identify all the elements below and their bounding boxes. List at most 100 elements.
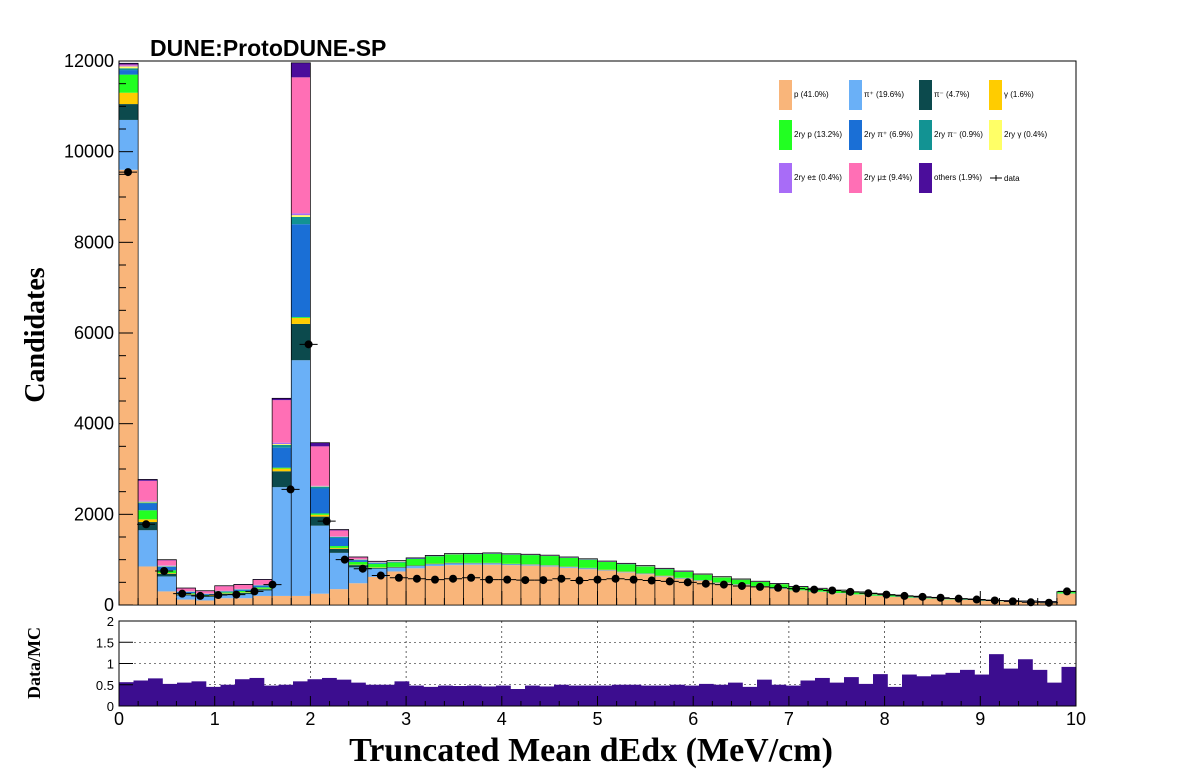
histogram-bar-9-4 bbox=[195, 591, 215, 594]
histogram-bar-1-3 bbox=[176, 595, 196, 600]
histogram-bar-1-18 bbox=[463, 563, 483, 565]
histogram-bar-5-9 bbox=[291, 224, 311, 318]
histogram-bar-4-9 bbox=[291, 317, 311, 319]
histogram-bar-4-12 bbox=[348, 561, 368, 565]
histogram-bar-4-0 bbox=[119, 74, 139, 93]
data-point bbox=[846, 587, 855, 596]
histogram-bar-0-21 bbox=[520, 565, 541, 605]
histogram-bar-0-6 bbox=[233, 598, 253, 605]
data-point bbox=[954, 594, 963, 603]
data-point bbox=[810, 585, 819, 594]
ratio-bar bbox=[249, 677, 265, 706]
histogram-bar-9-0 bbox=[119, 64, 139, 66]
data-point bbox=[232, 590, 241, 599]
histogram-bar-9-2 bbox=[157, 560, 177, 566]
histogram-bar-4-32 bbox=[731, 579, 751, 585]
histogram-bar-4-31 bbox=[712, 577, 732, 583]
stacked-histogram bbox=[118, 62, 1077, 606]
x-tick-label: 9 bbox=[975, 709, 985, 729]
ratio-bar bbox=[191, 681, 207, 706]
histogram-bar-1-7 bbox=[252, 590, 273, 596]
ratio-y-tick-label: 1.5 bbox=[96, 635, 114, 650]
ratio-bar bbox=[786, 685, 801, 706]
histogram-bar-1-14 bbox=[386, 567, 407, 572]
histogram-bar-0-49 bbox=[1056, 593, 1076, 605]
histogram-bar-1-0 bbox=[119, 119, 139, 170]
histogram-bar-9-7 bbox=[252, 579, 273, 585]
data-point bbox=[142, 520, 151, 529]
data-point bbox=[647, 576, 656, 585]
x-tick-label: 4 bbox=[497, 709, 507, 729]
ratio-bar bbox=[365, 684, 381, 706]
ratio-bar bbox=[931, 674, 946, 706]
histogram-bar-0-43 bbox=[942, 599, 962, 605]
x-tick-label: 8 bbox=[880, 709, 890, 729]
data-point bbox=[593, 575, 602, 584]
ratio-bar bbox=[728, 682, 743, 706]
legend-label: p (41.0%) bbox=[794, 90, 829, 99]
data-point bbox=[756, 582, 765, 591]
data-point bbox=[485, 575, 494, 584]
legend-swatch bbox=[779, 120, 792, 150]
ratio-bar bbox=[670, 684, 685, 706]
histogram-bar-9-10 bbox=[310, 446, 330, 486]
histogram-bar-0-10 bbox=[310, 593, 330, 605]
ratio-bar bbox=[960, 669, 975, 706]
histogram-bar-0-3 bbox=[176, 599, 196, 605]
y-tick-label: 10000 bbox=[64, 142, 114, 162]
histogram-bar-1-17 bbox=[444, 563, 464, 566]
data-point bbox=[1062, 587, 1071, 596]
legend-label: 2ry γ (0.4%) bbox=[1004, 130, 1047, 139]
data-point bbox=[719, 580, 728, 589]
histogram-bar-0-11 bbox=[329, 589, 349, 605]
y-tick-label: 8000 bbox=[74, 232, 114, 252]
histogram-bar-0-38 bbox=[846, 594, 866, 605]
histogram-bar-0-2 bbox=[157, 591, 177, 605]
histogram-bar-2-14 bbox=[386, 567, 407, 568]
histogram-bar-9-3 bbox=[176, 588, 196, 592]
data-point bbox=[376, 571, 385, 580]
histogram-bar-5-11 bbox=[329, 537, 349, 547]
legend-swatch bbox=[919, 163, 932, 193]
ratio-bar bbox=[568, 685, 584, 706]
legend-label: π⁺ (19.6%) bbox=[864, 90, 904, 99]
data-point bbox=[1008, 597, 1017, 606]
histogram-bar-4-41 bbox=[903, 596, 923, 598]
x-tick-label: 7 bbox=[784, 709, 794, 729]
histogram-bar-4-28 bbox=[654, 569, 675, 576]
histogram-bar-0-15 bbox=[406, 568, 426, 605]
histogram-bar-10-10 bbox=[310, 442, 330, 447]
histogram-bar-4-23 bbox=[559, 557, 579, 567]
histogram-bar-0-19 bbox=[482, 564, 502, 605]
histogram-bar-5-12 bbox=[348, 560, 368, 562]
histogram-bar-5-6 bbox=[233, 589, 253, 591]
histogram-bar-9-11 bbox=[329, 530, 349, 537]
ratio-bar bbox=[496, 685, 511, 706]
ratio-bar bbox=[713, 684, 729, 706]
ratio-plot-area: 0 0.5 1 1.5 2 0 1 2 3 4 5 6 7 8 9 10 bbox=[96, 614, 1086, 729]
ratio-bar bbox=[148, 678, 163, 706]
legend-swatch bbox=[919, 120, 932, 150]
histogram-bar-3-9 bbox=[291, 318, 311, 324]
histogram-bar-1-2 bbox=[157, 576, 177, 592]
ratio-bar bbox=[336, 679, 352, 706]
histogram-bar-4-39 bbox=[865, 594, 885, 596]
ratio-x-axis-ticks: 0 1 2 3 4 5 6 7 8 9 10 bbox=[114, 696, 1086, 729]
ratio-y-tick-label: 0.5 bbox=[96, 678, 114, 693]
ratio-bar bbox=[583, 685, 598, 706]
histogram-bar-0-23 bbox=[559, 567, 579, 605]
histogram-bar-5-8 bbox=[272, 447, 292, 468]
ratio-bar bbox=[902, 674, 917, 706]
histogram-bar-1-1 bbox=[138, 530, 158, 567]
ratio-bar bbox=[597, 685, 613, 706]
histogram-bar-2-7 bbox=[252, 589, 273, 591]
histogram-bar-4-10 bbox=[310, 513, 330, 515]
histogram-bar-0-16 bbox=[425, 566, 445, 605]
histogram-bar-6-8 bbox=[272, 444, 292, 448]
histogram-bar-3-0 bbox=[119, 92, 139, 105]
data-point bbox=[394, 573, 403, 582]
histogram-bar-0-32 bbox=[731, 585, 751, 605]
histogram-bar-4-6 bbox=[233, 590, 253, 593]
histogram-bar-2-12 bbox=[348, 565, 368, 568]
data-point bbox=[918, 592, 927, 601]
